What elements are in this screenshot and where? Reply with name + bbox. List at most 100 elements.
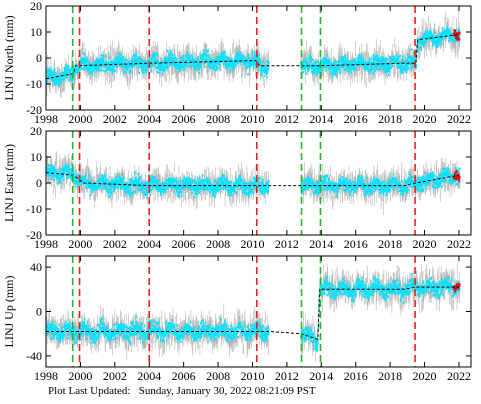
filtered-point xyxy=(248,58,251,62)
filtered-point xyxy=(59,73,62,76)
filtered-point xyxy=(262,59,265,63)
filtered-point xyxy=(197,55,200,59)
filtered-point xyxy=(332,67,335,71)
filtered-point xyxy=(105,178,107,182)
filtered-point xyxy=(330,64,333,68)
filtered-point xyxy=(163,189,165,192)
filtered-point xyxy=(129,178,132,181)
filtered-point xyxy=(219,56,222,59)
filtered-point xyxy=(259,61,262,65)
filtered-point xyxy=(104,187,107,190)
filtered-point xyxy=(223,58,225,61)
filtered-point xyxy=(60,82,63,85)
filtered-point xyxy=(165,187,168,190)
filtered-point xyxy=(83,52,86,56)
filtered-point xyxy=(61,171,63,175)
filtered-point xyxy=(318,65,321,69)
filtered-point xyxy=(331,70,333,74)
filtered-point xyxy=(182,68,185,72)
filtered-point xyxy=(324,66,326,69)
filtered-point xyxy=(137,66,140,69)
filtered-point xyxy=(108,63,110,67)
filtered-point xyxy=(241,55,244,58)
filtered-point xyxy=(323,59,326,62)
filtered-point xyxy=(171,56,173,59)
filtered-point xyxy=(246,58,249,61)
filtered-point xyxy=(65,76,68,79)
filtered-point xyxy=(376,64,379,68)
filtered-point xyxy=(130,180,133,183)
recent-point xyxy=(455,35,458,39)
filtered-point xyxy=(72,169,74,173)
filtered-point xyxy=(214,62,217,66)
filtered-point xyxy=(88,69,90,72)
filtered-point xyxy=(305,72,307,75)
filtered-point xyxy=(448,33,451,37)
filtered-point xyxy=(372,57,374,61)
filtered-point xyxy=(397,64,399,68)
filtered-point xyxy=(152,175,155,179)
filtered-point xyxy=(408,56,411,59)
filtered-point xyxy=(399,60,402,64)
filtered-point xyxy=(61,173,63,176)
filtered-point xyxy=(97,179,100,183)
filtered-point xyxy=(93,61,96,64)
filtered-point xyxy=(157,71,160,74)
filtered-point xyxy=(400,66,403,70)
filtered-point xyxy=(342,56,345,59)
filtered-point xyxy=(52,70,55,73)
filtered-point xyxy=(88,66,91,69)
filtered-point xyxy=(425,30,427,33)
filtered-point xyxy=(82,51,85,55)
filtered-point xyxy=(356,61,359,65)
filtered-point xyxy=(149,182,152,185)
filtered-point xyxy=(155,186,158,189)
filtered-point xyxy=(94,60,97,63)
filtered-point xyxy=(62,71,64,74)
filtered-point xyxy=(233,65,236,68)
filtered-point xyxy=(76,185,78,188)
filtered-point xyxy=(101,177,104,180)
filtered-point xyxy=(316,69,319,72)
filtered-point xyxy=(94,186,96,190)
filtered-point xyxy=(167,61,169,65)
filtered-point xyxy=(385,57,388,61)
filtered-point xyxy=(102,69,105,72)
filtered-point xyxy=(446,25,449,29)
filtered-point xyxy=(219,55,222,58)
filtered-point xyxy=(213,68,215,71)
filtered-point xyxy=(308,68,310,71)
filtered-point xyxy=(243,59,245,63)
raw-points-0 xyxy=(46,11,461,99)
filtered-point xyxy=(59,75,61,78)
filtered-point xyxy=(410,55,413,59)
filtered-point xyxy=(87,180,90,183)
recent-point xyxy=(458,37,461,41)
filtered-point xyxy=(160,192,162,196)
filtered-point xyxy=(145,188,148,192)
filtered-point xyxy=(375,64,377,68)
filtered-point xyxy=(257,61,259,64)
filtered-point xyxy=(55,79,57,82)
filtered-point xyxy=(88,61,91,65)
filtered-point xyxy=(89,65,92,68)
filtered-point xyxy=(91,188,94,192)
filtered-point xyxy=(379,65,382,68)
filtered-point xyxy=(141,185,144,189)
filtered-point xyxy=(170,63,173,66)
filtered-point xyxy=(223,50,226,54)
filtered-point xyxy=(303,60,305,64)
filtered-point xyxy=(145,71,148,75)
filtered-point xyxy=(411,48,413,52)
filtered-point xyxy=(88,186,90,189)
filtered-point xyxy=(334,68,336,71)
filtered-point xyxy=(122,72,125,75)
filtered-point xyxy=(53,79,55,82)
filtered-point xyxy=(131,178,133,181)
filtered-point xyxy=(103,187,105,190)
filtered-point xyxy=(52,170,55,173)
filtered-point xyxy=(106,190,109,193)
filtered-point xyxy=(457,29,459,32)
filtered-point xyxy=(75,169,77,173)
filtered-point xyxy=(156,185,159,189)
